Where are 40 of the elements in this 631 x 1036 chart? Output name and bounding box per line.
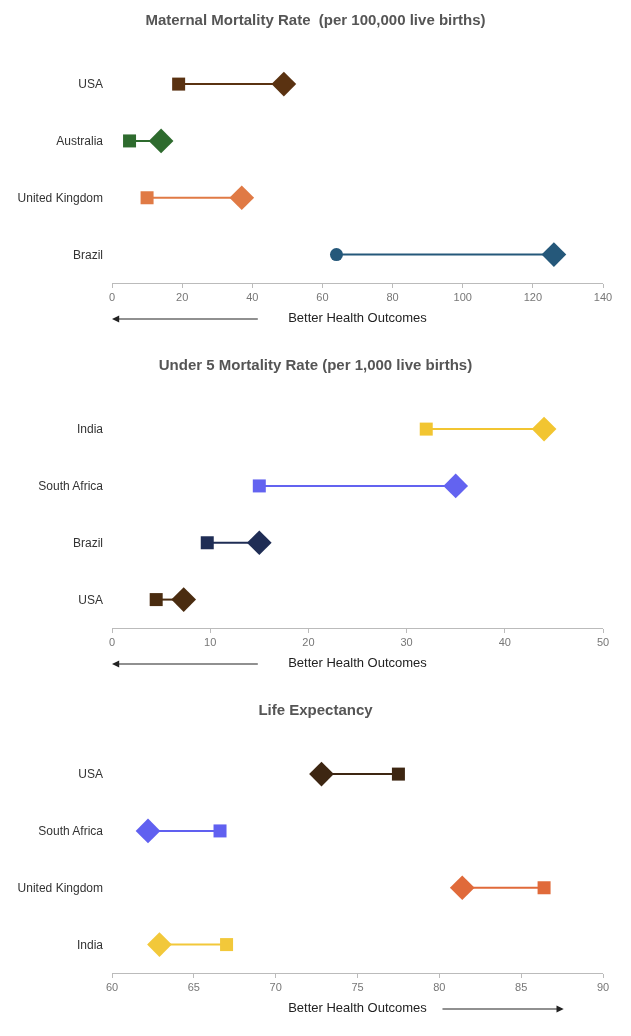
y-tick-label: United Kingdom — [17, 880, 103, 895]
x-tick-label: 60 — [316, 291, 329, 304]
y-tick-label: USA — [78, 77, 103, 92]
x-tick-label: 0 — [108, 291, 116, 304]
y-tick-label: India — [76, 422, 104, 437]
x-tick-label: 90 — [596, 981, 610, 994]
x-tick-label: 100 — [453, 291, 472, 304]
x-tick-label: 60 — [105, 981, 119, 994]
x-tick-label: 10 — [204, 636, 217, 649]
chart-title: Life Expectancy — [258, 700, 374, 718]
x-axis-title: Better Health Outcomes — [288, 999, 428, 1015]
x-tick-label: 65 — [187, 981, 200, 994]
x-tick-label: 0 — [108, 636, 116, 649]
x-tick-label: 85 — [515, 981, 528, 994]
y-tick-label: USA — [78, 767, 103, 782]
x-tick-label: 70 — [269, 981, 282, 994]
y-tick-label: Brazil — [72, 247, 103, 262]
y-tick-label: United Kingdom — [17, 190, 103, 205]
x-tick-label: 80 — [433, 981, 446, 994]
chart-title: Under 5 Mortality Rate (per 1,000 live births) — [158, 355, 473, 373]
x-axis-title: Better Health Outcomes — [288, 654, 428, 670]
x-axis-title: Better Health Outcomes — [288, 309, 428, 325]
x-tick-label: 40 — [246, 291, 259, 304]
x-tick-label: 120 — [523, 291, 543, 304]
x-tick-label: 30 — [400, 636, 413, 649]
y-tick-label: South Africa — [38, 479, 104, 494]
x-tick-label: 50 — [596, 636, 610, 649]
y-tick-label: South Africa — [38, 824, 104, 839]
x-tick-label: 140 — [593, 291, 613, 304]
point — [329, 248, 343, 262]
x-tick-label: 40 — [498, 636, 511, 649]
y-tick-label: India — [76, 937, 104, 952]
x-tick-label: 75 — [351, 981, 364, 994]
y-tick-label: Brazil — [72, 535, 103, 550]
x-tick-label: 20 — [176, 291, 189, 304]
x-tick-label: 20 — [302, 636, 315, 649]
y-tick-label: Australia — [56, 134, 104, 149]
chart-title: Maternal Mortality Rate (per 100,000 live births) — [145, 10, 486, 28]
x-tick-label: 80 — [386, 291, 399, 304]
y-tick-label: USA — [78, 592, 103, 607]
